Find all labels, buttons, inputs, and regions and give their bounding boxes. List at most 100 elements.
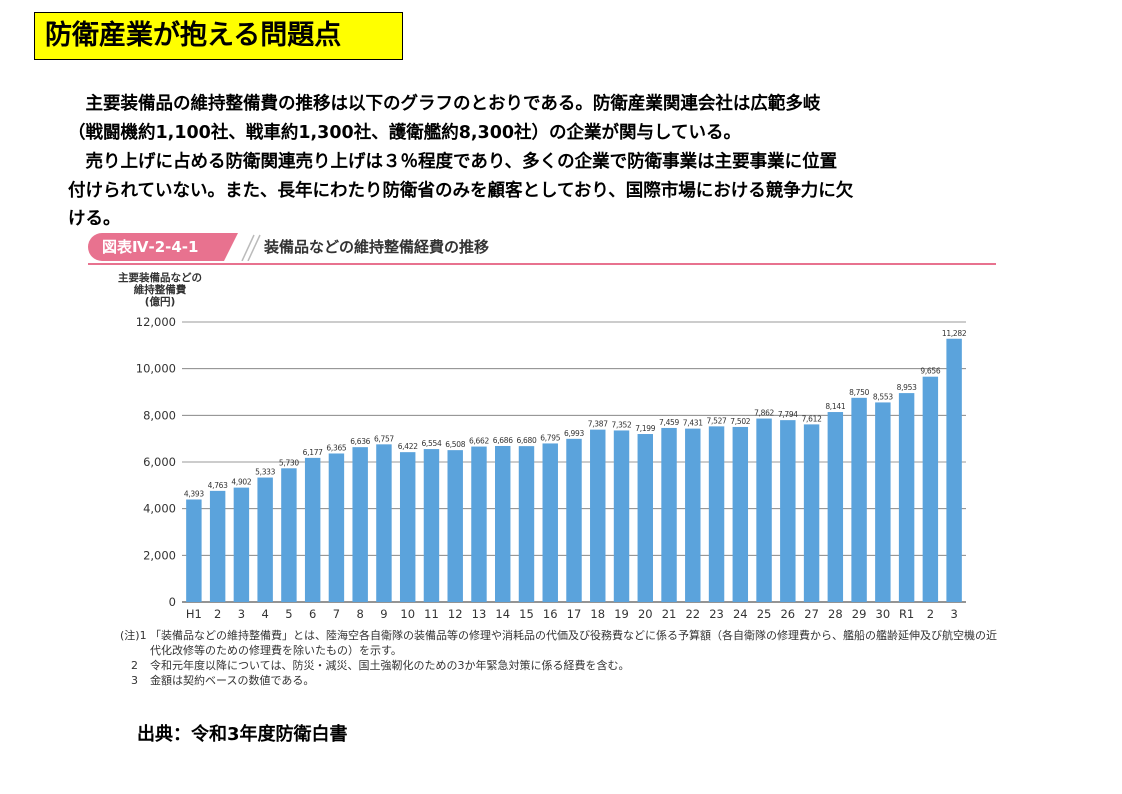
bar bbox=[780, 420, 796, 602]
bar-value-label: 7,459 bbox=[659, 418, 679, 427]
bar-value-label: 6,554 bbox=[421, 439, 441, 448]
paragraph-line-4: 付けられていない。また、長年にわたり防衛省のみを顧客としており、国際市場における… bbox=[68, 181, 854, 201]
x-tick-label: 6 bbox=[309, 607, 316, 620]
x-tick-label: 3 bbox=[950, 607, 957, 620]
notes: (注)1 「装備品などの維持整備費」とは、陸海空各自衛隊の装備品等の修理や消耗品… bbox=[120, 628, 1000, 688]
paragraph-line-5: ける。 bbox=[68, 209, 121, 229]
bar-value-label: 8,953 bbox=[897, 383, 917, 392]
y-tick-label: 2,000 bbox=[143, 548, 176, 562]
bar-value-label: 7,387 bbox=[588, 420, 608, 429]
note-text: 金額は契約ベースの数値である。 bbox=[150, 674, 315, 687]
bar-value-label: 6,680 bbox=[516, 436, 536, 445]
x-tick-label: 25 bbox=[757, 607, 772, 620]
bar bbox=[447, 450, 463, 602]
figure-rule bbox=[88, 263, 996, 265]
bar bbox=[922, 376, 939, 602]
bar bbox=[875, 402, 891, 602]
bar-value-label: 7,199 bbox=[635, 424, 655, 433]
bar-value-label: 6,795 bbox=[540, 433, 560, 442]
bar-value-label: 7,502 bbox=[730, 417, 750, 426]
note-number: (注)1 bbox=[120, 629, 147, 642]
x-tick-label: 19 bbox=[614, 607, 629, 620]
bar-value-label: 7,527 bbox=[707, 416, 727, 425]
note-text: 「装備品などの維持整備費」とは、陸海空各自衛隊の装備品等の修理や消耗品の代価及び… bbox=[150, 629, 997, 657]
y-axis-label-line: (億円) bbox=[144, 296, 176, 308]
note-number: 2 bbox=[131, 659, 138, 672]
y-axis-label-line: 主要装備品などの bbox=[118, 272, 202, 284]
bar bbox=[946, 338, 962, 602]
bar-value-label: 8,750 bbox=[849, 388, 869, 397]
note-text: 令和元年度以降については、防災・減災、国土強靭化のための3か年緊急対策に係る経費… bbox=[150, 659, 630, 672]
bar-value-label: 6,686 bbox=[493, 436, 513, 445]
bar-value-label: 5,333 bbox=[255, 468, 275, 477]
bar bbox=[803, 424, 820, 602]
bar-value-label: 7,794 bbox=[778, 410, 798, 419]
x-tick-label: 10 bbox=[400, 607, 415, 620]
x-tick-label: 13 bbox=[472, 607, 487, 620]
slide-title: 防衛産業が抱える問題点 bbox=[34, 12, 403, 60]
bar bbox=[518, 446, 535, 602]
bar-value-label: 8,553 bbox=[873, 392, 893, 401]
figure-header: 図表Ⅳ-2-4-1 装備品などの維持整備経費の推移 bbox=[88, 233, 996, 265]
bar-value-label: 4,393 bbox=[184, 489, 204, 498]
figure-tag: 図表Ⅳ-2-4-1 bbox=[88, 233, 224, 261]
x-tick-label: 22 bbox=[685, 607, 700, 620]
x-tick-label: 26 bbox=[780, 607, 795, 620]
x-tick-label: 17 bbox=[567, 607, 582, 620]
bar-value-label: 6,508 bbox=[445, 440, 465, 449]
bar bbox=[495, 445, 511, 602]
bar-value-label: 7,862 bbox=[754, 409, 774, 418]
bar bbox=[732, 426, 749, 602]
bar bbox=[590, 429, 606, 602]
x-tick-label: 9 bbox=[380, 607, 387, 620]
x-tick-label: 24 bbox=[733, 607, 748, 620]
source-citation: 出典：令和3年度防衛白書 bbox=[137, 724, 348, 745]
note-1: (注)1 「装備品などの維持整備費」とは、陸海空各自衛隊の装備品等の修理や消耗品… bbox=[120, 628, 1000, 658]
x-tick-label: 7 bbox=[333, 607, 340, 620]
bar bbox=[399, 452, 416, 602]
paragraph-line-1: 主要装備品の維持整備費の推移は以下のグラフのとおりである。防衛産業関連会社は広範… bbox=[68, 94, 821, 114]
bar bbox=[542, 443, 558, 602]
bar bbox=[376, 444, 392, 602]
note-number: 3 bbox=[131, 674, 138, 687]
y-tick-label: 6,000 bbox=[143, 455, 176, 469]
x-tick-label: 15 bbox=[519, 607, 534, 620]
bar bbox=[566, 438, 582, 602]
bar-value-label: 7,431 bbox=[683, 419, 703, 428]
x-tick-label: 11 bbox=[424, 607, 439, 620]
x-tick-label: 16 bbox=[543, 607, 558, 620]
x-tick-label: 2 bbox=[214, 607, 221, 620]
bar bbox=[471, 446, 487, 602]
y-tick-label: 0 bbox=[169, 595, 176, 609]
bar-value-label: 4,902 bbox=[231, 478, 251, 487]
x-tick-label: 30 bbox=[876, 607, 891, 620]
bar bbox=[851, 397, 867, 602]
figure-slash-decoration bbox=[224, 233, 261, 261]
x-tick-label: 4 bbox=[261, 607, 268, 620]
bar-value-label: 7,352 bbox=[612, 420, 632, 429]
x-tick-label: 2 bbox=[927, 607, 934, 620]
figure-title: 装備品などの維持整備経費の推移 bbox=[264, 238, 490, 256]
bar-value-label: 9,656 bbox=[920, 367, 940, 376]
paragraph-line-3: 売り上げに占める防衛関連売り上げは３％程度であり、多くの企業で防衛事業は主要事業… bbox=[68, 152, 838, 172]
bar bbox=[352, 447, 368, 602]
bar-value-label: 6,177 bbox=[303, 448, 323, 457]
y-tick-label: 10,000 bbox=[136, 362, 176, 376]
x-tick-label: 12 bbox=[448, 607, 463, 620]
x-tick-label: 29 bbox=[852, 607, 867, 620]
bar bbox=[613, 430, 630, 602]
bar-value-label: 6,365 bbox=[326, 443, 346, 452]
bar-value-label: 8,141 bbox=[825, 402, 845, 411]
bar bbox=[827, 412, 844, 602]
bar bbox=[233, 487, 250, 602]
x-tick-label: 18 bbox=[590, 607, 605, 620]
bar-value-label: 6,422 bbox=[398, 442, 418, 451]
x-tick-label: 3 bbox=[238, 607, 245, 620]
bar bbox=[685, 428, 701, 602]
bar-chart: 0 2,000 4,000 6,000 8,000 10,000 12,000 4,393 H1… bbox=[136, 315, 967, 620]
note-3: 3 金額は契約ベースの数値である。 bbox=[120, 673, 1000, 688]
bar bbox=[304, 457, 321, 602]
x-tick-label: 5 bbox=[285, 607, 292, 620]
bar bbox=[637, 434, 653, 602]
x-tick-label: 28 bbox=[828, 607, 843, 620]
